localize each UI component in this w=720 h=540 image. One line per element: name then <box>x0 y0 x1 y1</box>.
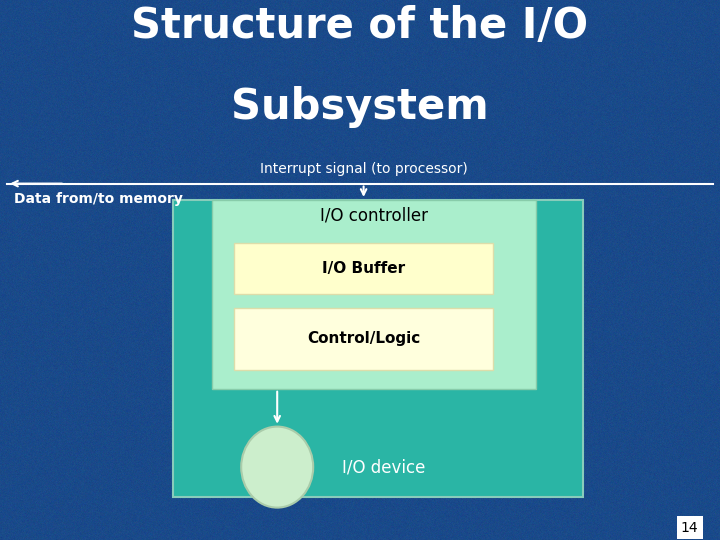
Text: Data from/to memory: Data from/to memory <box>14 192 184 206</box>
Bar <box>212 200 536 389</box>
Ellipse shape <box>241 427 313 508</box>
Text: I/O controller: I/O controller <box>320 206 428 224</box>
Text: I/O Buffer: I/O Buffer <box>322 261 405 276</box>
Text: Structure of the I/O: Structure of the I/O <box>132 5 588 48</box>
Text: Subsystem: Subsystem <box>231 86 489 129</box>
Bar <box>234 308 493 370</box>
Bar <box>173 200 583 497</box>
Text: Control/Logic: Control/Logic <box>307 332 420 346</box>
Text: I/O device: I/O device <box>342 458 426 476</box>
Bar <box>234 243 493 294</box>
Text: Interrupt signal (to processor): Interrupt signal (to processor) <box>260 161 467 176</box>
Text: 14: 14 <box>681 521 698 535</box>
